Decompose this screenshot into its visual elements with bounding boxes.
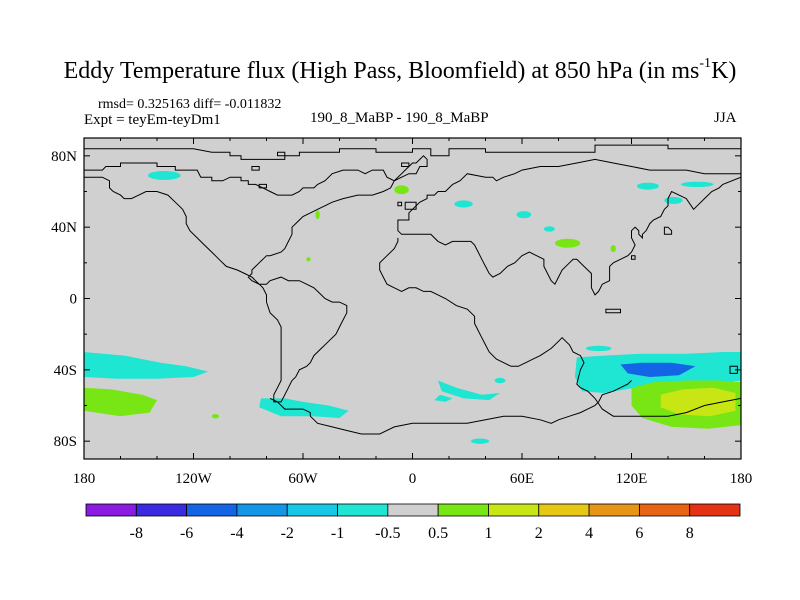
colorbar-label: -0.5 (375, 525, 400, 542)
coastline-0 (84, 144, 741, 160)
colorbar-label: -1 (331, 525, 344, 542)
coastline-8 (258, 183, 267, 189)
contour-region-10 (306, 257, 311, 262)
coastline-13 (605, 308, 621, 314)
colorbar-swatch-12 (689, 503, 741, 517)
contour-region-18 (211, 414, 220, 419)
coastline-7 (277, 151, 286, 157)
y-tick-label: 40N (51, 220, 77, 236)
contour-region-8 (664, 196, 683, 204)
contour-region-4 (543, 226, 555, 232)
coastline-4 (269, 397, 599, 435)
colorbar-label: -6 (180, 525, 193, 542)
chart-title: Eddy Temperature flux (High Pass, Bloomf… (63, 56, 737, 85)
contour-region-9 (315, 210, 320, 220)
colorbar-swatch-2 (186, 503, 238, 517)
coastline-10 (404, 201, 417, 210)
x-tick-label: 60W (288, 471, 318, 487)
contour-region-19 (494, 377, 506, 384)
colorbar-label: 0.5 (428, 525, 448, 542)
x-tick-label: 120E (616, 471, 648, 487)
x-tick-label: 60E (510, 471, 534, 487)
colorbar-label: 8 (686, 525, 694, 542)
contour-region-5 (554, 238, 581, 248)
colorbar-label: 1 (484, 525, 492, 542)
contour-region-14 (259, 398, 349, 418)
colorbar-label: -4 (230, 525, 243, 542)
contour-region-11 (610, 245, 616, 253)
colorbar-label: -2 (281, 525, 294, 542)
contour-region-13 (84, 387, 157, 417)
season-label: JJA (714, 110, 737, 126)
colorbar-label: 6 (635, 525, 643, 542)
contour-region-7 (680, 181, 714, 188)
coastline-6 (251, 166, 260, 171)
coastline-15 (401, 162, 410, 167)
x-tick-label: 0 (409, 471, 417, 487)
coastline-1 (84, 155, 428, 403)
coastline-3 (379, 237, 741, 417)
coastline-9 (397, 201, 403, 207)
colorbar-swatch-11 (638, 503, 691, 517)
coastline-12 (663, 226, 673, 235)
colorbar-swatch-7 (437, 503, 489, 517)
x-tick-label: 180 (730, 471, 753, 487)
run-pair-label: 190_8_MaBP - 190_8_MaBP (310, 110, 489, 126)
stats-label: rmsd= 0.325163 diff= -0.011832 (98, 97, 282, 112)
contour-region-20 (585, 345, 612, 352)
coastline-2 (397, 158, 741, 296)
colorbar-swatch-9 (538, 503, 590, 517)
y-tick-label: 0 (70, 292, 78, 308)
colorbar-swatch-10 (588, 503, 640, 517)
colorbar-swatch-1 (135, 503, 188, 517)
colorbar-label: 4 (585, 525, 593, 542)
colorbar-swatch-4 (286, 503, 338, 517)
contour-region-22 (620, 362, 696, 377)
contour-region-1 (394, 185, 409, 195)
colorbar-swatch-0 (85, 503, 137, 517)
experiment-label: Expt = teyEm-teyDm1 (84, 112, 221, 128)
contour-region-6 (636, 182, 659, 190)
colorbar-swatch-6 (387, 503, 439, 517)
contour-region-0 (147, 170, 181, 180)
contour-layer (84, 170, 741, 444)
coastline-11 (631, 255, 636, 260)
coastline-5 (598, 380, 632, 403)
contour-region-3 (516, 211, 532, 219)
contour-region-17 (470, 438, 490, 444)
contour-region-12 (84, 352, 209, 379)
y-tick-label: 40S (54, 363, 77, 379)
x-tick-label: 120W (175, 471, 213, 487)
y-tick-label: 80N (51, 149, 77, 165)
coastline-14 (729, 365, 738, 374)
colorbar-swatch-8 (488, 503, 540, 517)
colorbar-swatch-5 (337, 503, 389, 517)
contour-region-16 (434, 394, 453, 402)
contour-region-2 (454, 200, 473, 208)
contour-region-15 (438, 380, 501, 401)
contour-region-24 (660, 387, 736, 417)
colorbar-swatch-3 (236, 503, 288, 517)
y-tick-label: 80S (54, 434, 77, 450)
colorbar-label: 2 (535, 525, 543, 542)
x-tick-label: 180 (73, 471, 96, 487)
coastline-layer (84, 144, 741, 435)
colorbar-label: -8 (130, 525, 143, 542)
